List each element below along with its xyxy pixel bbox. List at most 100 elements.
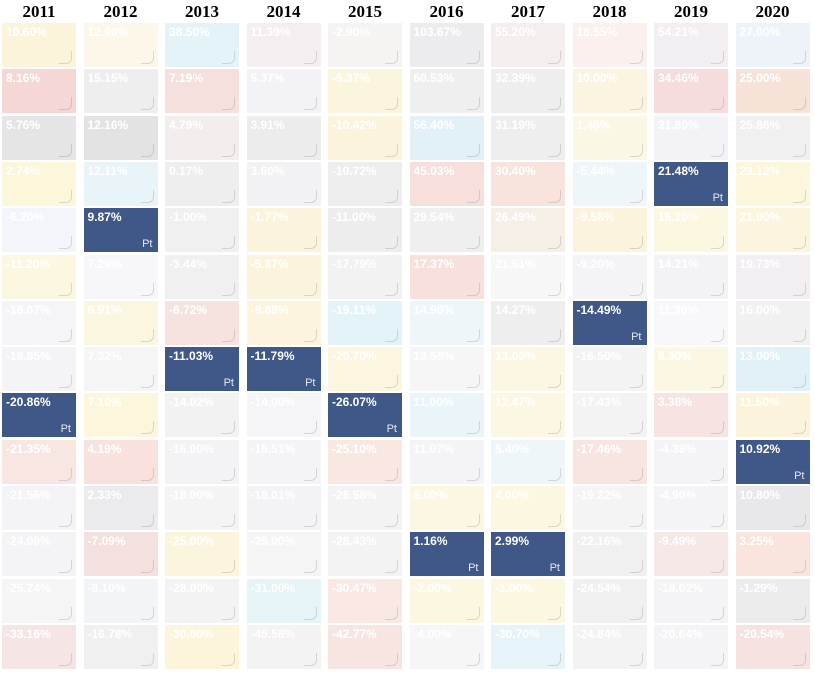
return-cell: 14.21% [654,254,728,299]
highlighted-return-cell: -11.79% Pt [246,347,321,392]
asset-icon [792,143,806,157]
asset-icon [792,652,806,666]
return-value: -25.10% [332,441,377,456]
return-cell: 0.17% [165,161,239,206]
return-cell: -24.84% [572,624,647,669]
asset-icon [140,467,154,481]
return-value: 27.00% [739,25,781,39]
return-value: -15.51% [250,441,296,456]
asset-icon [629,560,643,574]
asset-icon [140,282,154,296]
return-cell: 12.47% [491,393,565,438]
asset-icon [303,514,317,527]
return-value: 17.37% [413,256,455,271]
asset-icon [222,421,235,435]
asset-icon [59,236,72,250]
asset-icon [629,51,643,64]
return-cell: 15.20% [654,208,728,253]
return-cell: -18.00% [165,486,239,530]
return-cell: 4.00% [491,486,565,530]
return-cell: -16.07% [2,300,76,345]
asset-icon [59,606,72,620]
year-header-2014: 2014 [266,2,301,21]
return-cell: 18.55% [572,23,647,67]
return-cell: 14.90% [409,300,484,345]
return-value: -26.58% [332,488,377,502]
return-cell: -20.54% [735,624,810,669]
return-value: -9.20% [576,256,615,271]
asset-icon [792,328,806,342]
return-value: -14.00% [250,395,296,410]
return-value: 11.00% [413,395,454,410]
return-value: -9.49% [658,534,697,549]
return-value: -4.38% [658,441,697,456]
asset-icon [792,375,806,389]
return-value: 10.80% [739,488,781,502]
return-cell: 5.76% [2,115,76,160]
asset-icon [548,328,561,342]
return-value: -14.49% [576,302,622,317]
highlighted-return-cell: 1.16% Pt [409,532,484,577]
asset-icon [548,467,561,481]
pt-label: Pt [386,423,397,436]
return-cell: 2.74% [2,161,76,206]
year-header-row: 2011 2012 2013 2014 2015 2016 2017 2018 2019 2020 [0,0,815,26]
return-value: -28.43% [332,534,377,549]
asset-icon [629,189,643,203]
return-cell: -21.35% [2,439,76,484]
return-value: -4.00% [413,626,452,641]
return-cell: -28.43% [328,532,402,577]
return-cell: 7.32% [83,347,158,392]
asset-icon [222,282,235,296]
return-cell: -16.00% [165,439,239,484]
asset-icon [548,143,561,157]
return-cell: 30.40% [491,161,565,206]
return-value: 55.20% [495,25,536,39]
asset-icon [303,51,317,64]
return-cell: -33.16% [2,624,76,669]
asset-icon [303,652,317,666]
asset-icon [59,560,72,574]
return-cell: 12.90% [83,23,158,67]
asset-icon [140,51,154,64]
return-value: 21.00% [739,210,781,225]
return-cell: 3.91% [246,115,321,160]
asset-icon [466,97,480,111]
return-cell: 3.38% [654,393,728,438]
asset-icon [222,328,235,342]
asset-icon [466,514,480,527]
return-value: 19.73% [739,256,781,271]
return-value: 5.00% [413,488,448,502]
return-value: 3.60% [250,163,285,178]
return-value: 7.10% [87,395,122,410]
asset-icon [466,282,480,296]
return-cell: 23.12% [735,161,810,206]
asset-icon [466,421,480,435]
return-value: 12.90% [87,25,129,39]
return-cell: -25.00% [165,532,239,577]
return-value: -21.56% [6,488,51,502]
return-cell: 12.11% [83,161,158,206]
return-value: -16.78% [87,626,133,641]
asset-icon [711,606,724,620]
highlighted-return-cell: 21.48% Pt [654,161,728,206]
return-value: 9.87% [87,210,122,225]
highlighted-return-cell: 10.92% Pt [735,439,810,484]
asset-icon [792,514,806,527]
return-value: -24.84% [576,626,622,641]
return-cell: -5.44% [572,161,647,206]
asset-icon [59,189,72,203]
asset-icon [140,143,154,157]
return-cell: -25.24% [2,578,76,623]
return-cell: 13.00% [491,347,565,392]
return-cell: 29.54% [409,208,484,253]
return-value: 31.80% [658,117,699,132]
return-value: 11.30% [658,302,699,317]
return-cell: 5.40% [491,439,565,484]
return-cell: 26.49% [491,208,565,253]
asset-icon [140,652,154,666]
pt-label: Pt [305,377,316,390]
return-value: 10.60% [6,25,47,39]
return-cell: -16.50% [572,347,647,392]
return-value: -20.54% [739,626,785,641]
